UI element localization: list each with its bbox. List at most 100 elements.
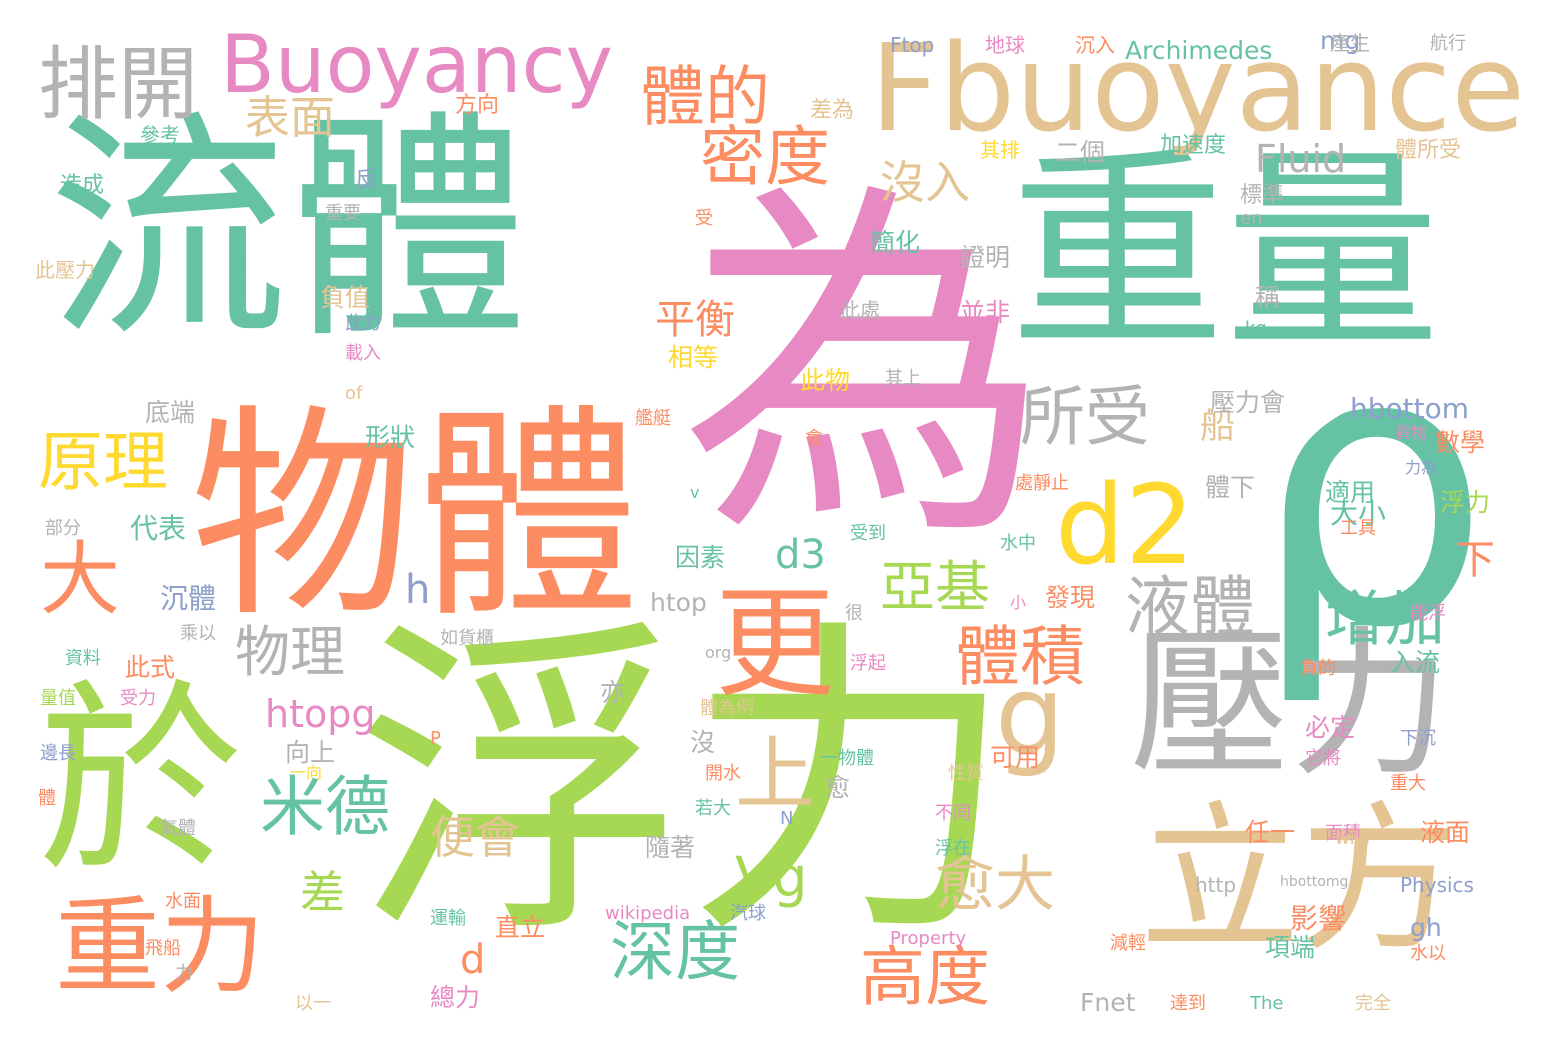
word-100: 此壓力 [35,258,95,282]
word-3: 浮力 [355,593,1015,977]
word-84: 稱 [1255,283,1281,312]
word-75: 總力 [430,983,481,1012]
word-57: 因素 [675,543,726,572]
word-45: hbottom [1350,392,1470,425]
word-111: 力為 [1405,458,1438,477]
word-121: 很 [845,603,863,624]
word-79: 亦 [600,678,626,707]
word-37: 差 [300,866,346,919]
word-82: gh [1410,913,1442,942]
word-147: 浮在 [935,838,971,859]
word-42: 下 [1455,537,1495,583]
word-68: 適用 [1325,478,1376,507]
word-34: Fluid [1255,137,1347,181]
word-12: 更 [715,575,835,714]
word-102: 載入 [345,343,381,364]
word-96: 參考 [140,123,180,147]
word-44: Archimedes [1125,36,1273,65]
word-160: 以一 [295,993,331,1014]
word-31: 物理 [235,620,346,684]
word-90: 標準 [1240,183,1285,208]
word-74: 項端 [1265,933,1316,962]
word-130: 負的 [1300,658,1336,679]
word-97: 造成 [60,173,105,198]
word-108: 受 [695,208,713,229]
word-10: 重力 [55,886,266,1008]
word-88: 加速度 [1160,133,1227,158]
word-59: 底端 [145,398,196,427]
word-124: org [705,643,732,662]
word-117: 水中 [1000,533,1036,554]
word-125: 浮起 [850,653,886,674]
word-135: 一向 [290,763,323,782]
word-91: Ftop [890,33,935,57]
word-120: 小 [1010,593,1027,612]
word-15: 排開 [38,38,198,131]
word-138: 它將 [1305,748,1341,769]
word-30: Vg [735,845,808,909]
word-80: 沒 [690,728,716,757]
word-46: htop [650,588,707,617]
word-24: 深度 [610,915,741,990]
word-148: http [1195,873,1237,897]
word-78: 向上 [285,738,336,767]
word-143: N [780,808,794,829]
word-35: 平衡 [655,297,735,343]
word-23: 亞基 [880,555,991,619]
word-129: 體為例 [700,698,754,719]
word-60: 負值 [320,283,371,312]
word-153: wikipedia [605,903,691,924]
word-47: Fnet [1080,988,1136,1017]
word-85: 方向 [455,93,500,118]
word-99: 重要 [325,203,361,224]
word-58: 形狀 [365,423,416,452]
word-128: 受力 [120,688,156,709]
word-26: 上 [735,728,815,821]
word-163: 完全 [1355,993,1391,1014]
word-101: 此力 [345,313,381,334]
word-115: v [690,483,700,502]
word-52: 浮力 [1440,488,1491,517]
word-139: 重大 [1390,773,1426,794]
word-146: wiki [1335,828,1371,849]
word-87: 其排 [980,138,1020,162]
word-11: d2 [1055,461,1195,589]
word-131: P [430,728,441,749]
word-86: 差為 [810,98,855,123]
word-76: 直立 [495,913,546,942]
word-70: 可用 [990,743,1041,772]
word-17: 原理 [38,425,169,500]
word-36: 便會 [430,811,521,864]
word-112: 會 [805,428,823,449]
word-110: 貨物 [1395,423,1428,442]
word-152: 運輸 [430,908,466,929]
word-28: 增加 [1325,585,1445,655]
word-29: 愈大 [935,850,1055,920]
word-0: 流體 [48,90,529,370]
word-2: 重量 [1010,127,1440,378]
word-61: 簡化 [870,228,921,257]
word-109: 艦艇 [635,408,671,429]
word-66: 壓力會 [1210,388,1286,417]
word-158: 飛船 [145,938,181,959]
word-65: 相等 [668,343,719,372]
word-98: 反 [355,168,378,193]
word-71: 必定 [1305,713,1356,742]
word-159: 力 [175,963,193,984]
word-136: 開水 [705,763,741,784]
word-20: 所受 [1020,380,1151,455]
word-33: 沒入 [880,156,971,209]
word-77: 隨著 [645,833,696,862]
word-144: 不同 [935,803,971,824]
word-113: 處靜止 [1015,473,1069,494]
word-50: 大小 [1330,497,1387,530]
word-27: 高度 [860,940,991,1015]
word-116: 受到 [850,523,886,544]
word-122: 能浮 [1410,603,1446,624]
word-133: 下沉 [1400,728,1436,749]
word-142: 若大 [695,798,731,819]
word-32: 表面 [245,91,336,144]
word-94: 產生 [1330,31,1370,55]
word-132: 一物體 [820,748,874,769]
